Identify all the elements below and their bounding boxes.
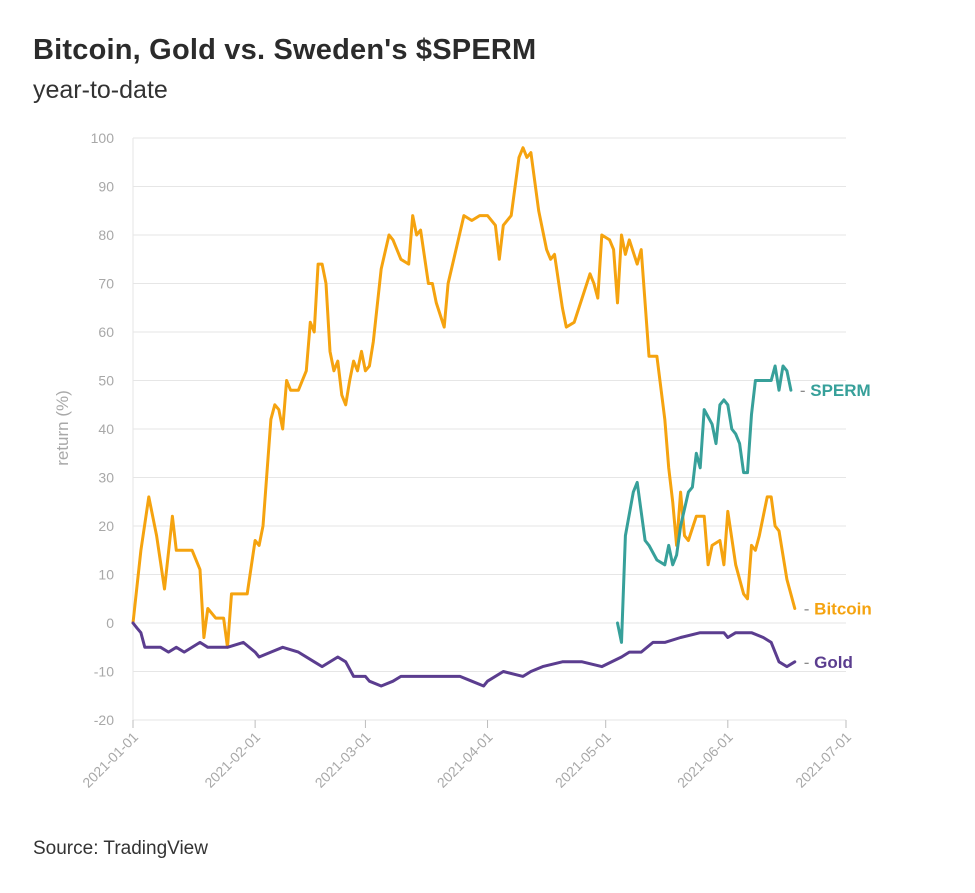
series-line-gold [131, 621, 797, 688]
y-axis-label: return (%) [53, 390, 72, 466]
x-tick-label: 2021-06-01 [674, 729, 736, 791]
y-tick-label: -10 [94, 664, 114, 680]
chart-subtitle: year-to-date [33, 76, 168, 104]
y-tick-label: 70 [98, 276, 114, 292]
y-tick-label: 30 [98, 470, 114, 486]
x-tick-label: 2021-01-01 [79, 729, 141, 791]
y-tick-label: 10 [98, 567, 114, 583]
y-tick-label: 100 [91, 130, 115, 146]
y-tick-label: 40 [98, 421, 114, 437]
x-axis-ticks: 2021-01-01 2021-02-01 2021-03-01 2021-04-01… [79, 720, 854, 791]
y-tick-label: 20 [98, 518, 114, 534]
x-tick-label: 2021-04-01 [434, 729, 496, 791]
grid-lines [132, 137, 846, 721]
series-label-gold: - Gold [804, 653, 853, 672]
x-tick-label: 2021-05-01 [552, 729, 614, 791]
chart-title: Bitcoin, Gold vs. Sweden's $SPERM [33, 34, 537, 66]
y-tick-label: 90 [98, 179, 114, 195]
series-line-bitcoin [131, 146, 797, 649]
x-tick-label: 2021-07-01 [792, 729, 854, 791]
y-tick-label: 0 [106, 615, 114, 631]
series-label-sperm: - SPERM [800, 381, 871, 400]
x-tick-label: 2021-03-01 [312, 729, 374, 791]
y-tick-label: 60 [98, 324, 114, 340]
series-line-sperm [616, 364, 793, 644]
series-labels: - Bitcoin - SPERM - Gold [800, 381, 872, 672]
y-tick-label: 80 [98, 227, 114, 243]
y-tick-label: 50 [98, 373, 114, 389]
x-tick-label: 2021-02-01 [201, 729, 263, 791]
source-note: Source: TradingView [33, 838, 208, 859]
y-tick-label: -20 [94, 712, 114, 728]
series-label-bitcoin: - Bitcoin [804, 599, 872, 618]
y-axis-ticks: -20 -10 0 10 20 30 40 50 60 70 80 90 100 [91, 130, 115, 728]
series-lines [131, 146, 797, 688]
